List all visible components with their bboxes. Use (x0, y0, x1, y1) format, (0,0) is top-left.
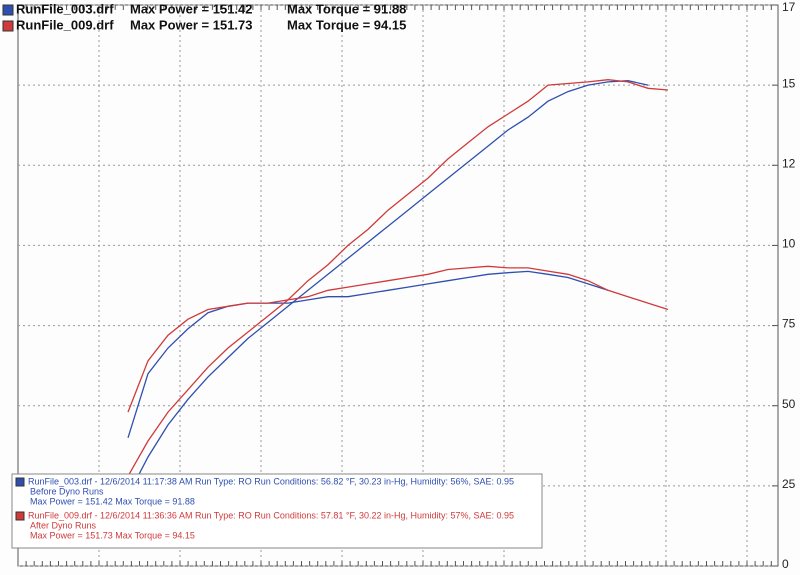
legend-swatch (15, 477, 25, 487)
legend-line: Before Dyno Runs (30, 486, 104, 496)
torque-line (127, 270, 609, 438)
legend-power: Max Power = 151.42 (130, 1, 253, 16)
legend-line: Max Power = 151.42 Max Torque = 91.88 (30, 496, 195, 506)
legend-line: RunFile_003.drf - 12/6/2014 11:17:38 AM … (28, 476, 514, 486)
legend-line: RunFile_009.drf - 12/6/2014 11:36:36 AM … (28, 510, 514, 520)
y-tick-label: 15 (782, 76, 796, 90)
legend-swatch (2, 4, 14, 16)
y-tick-label: 0 (782, 557, 789, 571)
power-line (127, 79, 669, 477)
legend-line: Max Power = 151.73 Max Torque = 94.15 (30, 530, 195, 540)
torque-line (127, 265, 669, 413)
legend-box (11, 473, 543, 549)
power-line (127, 80, 649, 496)
legend-name: RunFile_009.drf (16, 17, 114, 32)
legend-swatch (2, 20, 14, 32)
legend-torque: Max Torque = 94.15 (287, 17, 406, 32)
y-tick-label: 50 (782, 397, 796, 411)
legend-power: Max Power = 151.73 (130, 17, 253, 32)
y-tick-label: 10 (782, 237, 796, 251)
y-tick-label: 12 (782, 156, 796, 170)
legend-swatch (15, 511, 25, 521)
y-tick-label: 75 (782, 317, 796, 331)
y-tick-label: 25 (782, 477, 796, 491)
legend-line: After Dyno Runs (30, 520, 97, 530)
legend-torque: Max Torque = 91.88 (287, 1, 406, 16)
legend-name: RunFile_003.drf (16, 1, 114, 16)
y-tick-label: 17 (782, 0, 796, 14)
